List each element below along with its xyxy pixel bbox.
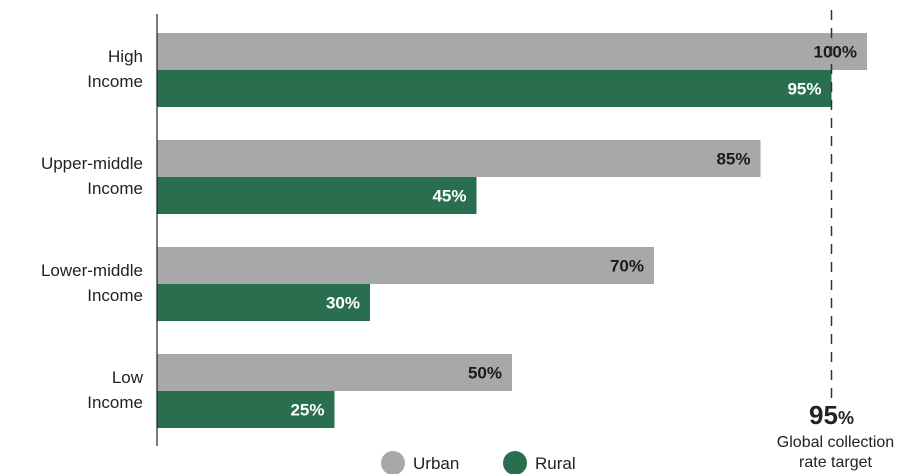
legend-label-urban: Urban bbox=[413, 454, 459, 473]
value-label-rural-high-income: 95% bbox=[787, 80, 821, 99]
category-label-lower-middle-income-line-1: Lower-middle bbox=[41, 261, 143, 280]
value-label-urban-low-income: 50% bbox=[468, 364, 502, 383]
bar-rural-upper-middle-income bbox=[157, 177, 477, 214]
category-label-low-income-line-1: Low bbox=[112, 368, 144, 387]
bar-urban-low-income bbox=[157, 354, 512, 391]
legend-swatch-rural bbox=[503, 451, 527, 474]
category-label-upper-middle-income-line-2: Income bbox=[87, 179, 143, 198]
category-label-lower-middle-income-line-2: Income bbox=[87, 286, 143, 305]
target-label-line-2: rate target bbox=[799, 454, 872, 471]
target-suffix: % bbox=[838, 408, 854, 428]
bar-rural-high-income bbox=[157, 70, 832, 107]
value-label-urban-high-income: 100% bbox=[814, 43, 857, 62]
category-label-low-income-line-2: Income bbox=[87, 393, 143, 412]
bars-group: 100% 95% 85% 45% 70% 30% 50% 25% bbox=[157, 33, 867, 428]
target-label-line-1: Global collection bbox=[777, 434, 894, 451]
bar-rural-low-income bbox=[157, 391, 335, 428]
value-label-rural-lower-middle-income: 30% bbox=[326, 294, 360, 313]
category-label-upper-middle-income-line-1: Upper-middle bbox=[41, 154, 143, 173]
category-labels: High Income Upper-middle Income Lower-middle… bbox=[41, 47, 144, 412]
value-label-urban-upper-middle-income: 85% bbox=[716, 150, 750, 169]
category-label-high-income-line-1: High bbox=[108, 47, 143, 66]
bar-urban-upper-middle-income bbox=[157, 140, 761, 177]
svg-text:95%: 95% bbox=[809, 400, 854, 430]
value-label-rural-upper-middle-income: 45% bbox=[432, 187, 466, 206]
value-label-rural-low-income: 25% bbox=[290, 401, 324, 420]
category-label-high-income-line-2: Income bbox=[87, 72, 143, 91]
legend: Urban Rural bbox=[381, 451, 576, 474]
target-annotation: 95% Global collection rate target bbox=[777, 400, 894, 471]
target-value: 95 bbox=[809, 400, 838, 430]
bar-rural-lower-middle-income bbox=[157, 284, 370, 321]
bar-urban-lower-middle-income bbox=[157, 247, 654, 284]
bar-urban-high-income bbox=[157, 33, 867, 70]
legend-label-rural: Rural bbox=[535, 454, 576, 473]
value-label-urban-lower-middle-income: 70% bbox=[610, 257, 644, 276]
legend-swatch-urban bbox=[381, 451, 405, 474]
